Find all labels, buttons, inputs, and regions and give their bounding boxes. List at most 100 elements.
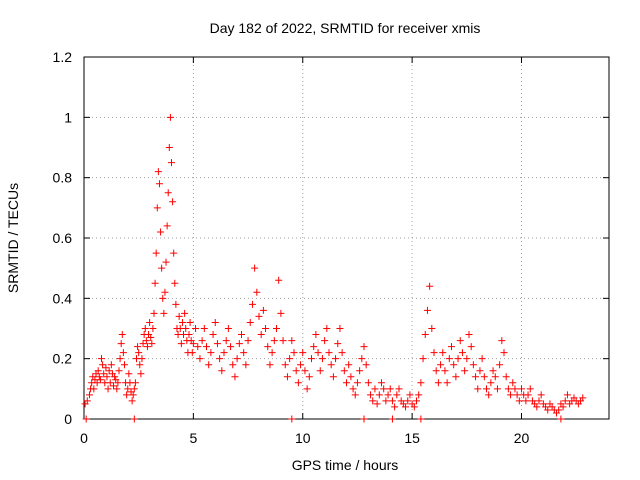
data-point: [161, 288, 169, 296]
data-point: [347, 373, 355, 381]
data-point: [220, 349, 228, 357]
data-point: [373, 400, 381, 408]
data-point: [518, 385, 525, 393]
data-point: [380, 385, 388, 393]
x-tick-label: 20: [514, 430, 530, 446]
data-point: [164, 189, 172, 197]
data-point: [378, 379, 385, 387]
data-point: [305, 373, 313, 381]
data-point: [125, 370, 133, 378]
data-point: [513, 391, 521, 399]
data-point: [238, 331, 245, 339]
data-point: [259, 306, 267, 314]
data-point: [100, 370, 108, 378]
data-point: [312, 331, 320, 339]
data-point: [119, 349, 127, 357]
data-point: [98, 355, 105, 363]
data-point: [139, 340, 147, 348]
data-point: [104, 385, 112, 393]
data-point: [172, 300, 180, 308]
x-tick-label: 10: [295, 430, 311, 446]
data-point: [526, 385, 534, 393]
data-point: [507, 391, 515, 399]
data-point: [456, 337, 464, 345]
data-point: [502, 373, 510, 381]
y-tick-label: 0: [64, 411, 72, 427]
data-point: [290, 349, 298, 357]
data-point: [369, 397, 377, 405]
data-point: [275, 276, 283, 284]
data-point: [111, 373, 119, 381]
data-point: [461, 367, 469, 375]
data-point: [264, 343, 272, 351]
data-point: [382, 397, 390, 405]
data-point: [235, 340, 243, 348]
data-point: [384, 391, 392, 399]
data-point: [391, 403, 399, 411]
data-point: [141, 325, 149, 332]
data-point: [351, 391, 359, 399]
data-point: [515, 397, 523, 405]
data-point: [196, 355, 204, 363]
data-point: [334, 340, 342, 348]
data-point: [364, 379, 372, 387]
data-point: [185, 331, 193, 339]
data-point: [134, 343, 142, 351]
data-point: [148, 340, 156, 348]
data-points: [81, 113, 587, 423]
data-point: [356, 367, 364, 375]
data-point: [270, 337, 278, 345]
y-tick-label: 1: [64, 109, 72, 125]
data-point: [170, 249, 178, 257]
data-point: [186, 318, 194, 326]
data-point: [445, 355, 453, 363]
data-point: [413, 397, 420, 405]
data-point: [406, 391, 414, 399]
chart-title: Day 182 of 2022, SRMTID for receiver xmi…: [210, 20, 481, 36]
data-point: [395, 385, 403, 393]
data-point: [283, 373, 291, 381]
data-point: [557, 415, 565, 423]
data-point: [388, 397, 396, 405]
data-point: [386, 385, 394, 393]
data-point: [251, 264, 259, 272]
data-point: [452, 373, 460, 381]
data-point: [329, 373, 337, 381]
data-point: [469, 361, 477, 369]
data-point: [349, 385, 357, 393]
data-point: [147, 334, 155, 342]
data-point: [149, 325, 157, 332]
data-point: [168, 159, 175, 167]
data-point: [222, 337, 230, 345]
data-point: [103, 373, 111, 381]
data-point: [123, 391, 131, 399]
data-point: [248, 300, 256, 308]
data-point: [93, 379, 101, 387]
data-point: [207, 349, 215, 357]
data-point: [421, 331, 429, 339]
data-point: [448, 343, 455, 351]
data-point: [255, 312, 263, 320]
data-point: [308, 355, 315, 363]
data-point: [439, 349, 447, 357]
data-point: [233, 355, 241, 363]
data-point: [200, 325, 208, 332]
data-point: [478, 355, 486, 363]
data-point: [458, 349, 466, 357]
data-point: [318, 355, 326, 363]
data-point: [135, 349, 143, 357]
data-point: [485, 391, 493, 399]
data-point: [388, 415, 396, 423]
data-point: [426, 282, 434, 290]
data-point: [561, 397, 569, 405]
data-point: [325, 349, 333, 357]
data-point: [106, 379, 114, 387]
y-tick-labels: 0 0.2 0.4 0.6 0.8 1 1.2: [53, 49, 73, 427]
data-point: [162, 258, 170, 266]
data-point: [192, 325, 200, 332]
data-point: [246, 318, 254, 326]
data-point: [175, 312, 183, 320]
data-point: [154, 168, 162, 176]
data-point: [178, 318, 186, 326]
data-point: [142, 337, 150, 345]
